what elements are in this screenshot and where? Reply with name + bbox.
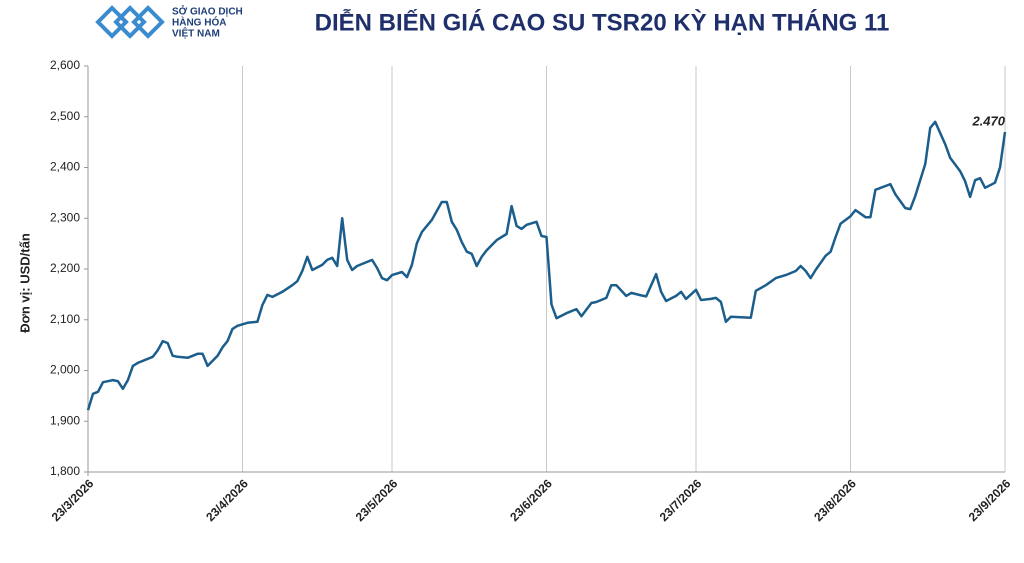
x-tick-label: 23/6/2026 (507, 476, 555, 524)
data-label: 2.470 (971, 113, 1005, 128)
y-tick-label: 2,000 (50, 363, 80, 377)
y-tick-label: 2,400 (50, 160, 80, 174)
y-tick-label: 2,500 (50, 109, 80, 123)
y-tick-label: 2,100 (50, 312, 80, 326)
x-tick-label: 23/4/2026 (203, 476, 251, 524)
logo-text: HÀNG HÓA (172, 16, 226, 29)
x-tick-label: 23/9/2026 (966, 476, 1014, 524)
chart-title: DIỄN BIẾN GIÁ CAO SU TSR20 KỲ HẠN THÁNG … (315, 7, 890, 36)
x-tick-label: 23/8/2026 (811, 476, 859, 524)
y-tick-label: 1,900 (50, 413, 80, 427)
x-tick-label: 23/3/2026 (49, 476, 97, 524)
logo-text: VIỆT NAM (172, 27, 220, 40)
logo: SỞ GIAO DỊCH HÀNG HÓA VIỆT NAM (95, 5, 243, 40)
logo-text: SỞ GIAO DỊCH (172, 5, 243, 18)
y-axis-label: Đơn vị: USD/tấn (17, 233, 32, 333)
x-tick-label: 23/7/2026 (657, 476, 705, 524)
y-tick-label: 1,800 (50, 464, 80, 478)
x-tick-label: 23/5/2026 (353, 476, 401, 524)
price-line (86, 120, 1007, 411)
y-tick-label: 2,200 (50, 261, 80, 275)
y-tick-label: 2,300 (50, 210, 80, 224)
y-tick-label: 2,600 (50, 58, 80, 72)
